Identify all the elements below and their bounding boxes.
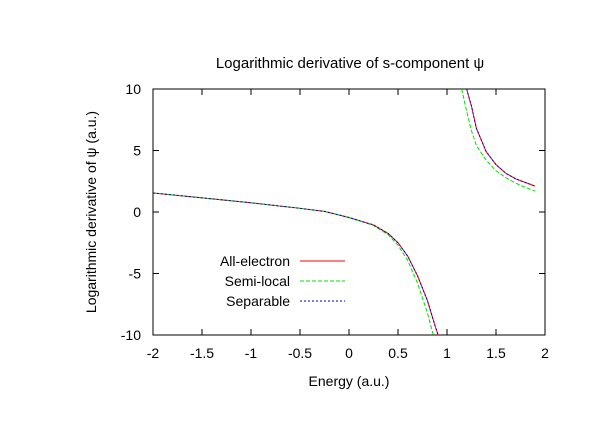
x-axis: -2 -1.5 -1 -0.5 0 0.5 1 1.5 2 (147, 89, 549, 361)
x-tick-label: 0 (345, 345, 353, 361)
legend-label-semi-local: Semi-local (225, 273, 290, 289)
legend-label-separable: Separable (226, 293, 290, 309)
x-tick-label: 2 (541, 345, 549, 361)
x-tick-label: -2 (147, 345, 160, 361)
series-line-separable (466, 89, 536, 187)
y-tick-label: -10 (121, 327, 141, 343)
legend: All-electron Semi-local Separable (220, 253, 345, 309)
y-axis: 10 5 0 -5 -10 (121, 81, 545, 343)
x-axis-label: Energy (a.u.) (309, 373, 390, 389)
y-tick-label: 0 (133, 204, 141, 220)
y-tick-label: 5 (133, 143, 141, 159)
series-layer (153, 89, 536, 335)
x-tick-label: 0.5 (388, 345, 408, 361)
series-line-all-electron (466, 89, 536, 187)
x-tick-label: 1 (443, 345, 451, 361)
legend-label-all-electron: All-electron (220, 253, 290, 269)
series-line-semi-local (153, 192, 434, 335)
series-line-all-electron (153, 192, 439, 335)
x-tick-label: -1 (245, 345, 258, 361)
y-axis-label: Logarithmic derivative of ψ (a.u.) (83, 111, 99, 313)
y-tick-label: 10 (125, 81, 141, 97)
x-tick-label: -0.5 (288, 345, 312, 361)
y-tick-label: -5 (129, 266, 142, 282)
chart-title: Logarithmic derivative of s-component ψ (216, 55, 484, 72)
series-line-semi-local (461, 89, 536, 192)
series-line-separable (153, 192, 439, 335)
plot-frame (152, 88, 546, 336)
x-tick-label: 1.5 (486, 345, 506, 361)
x-tick-label: -1.5 (190, 345, 214, 361)
